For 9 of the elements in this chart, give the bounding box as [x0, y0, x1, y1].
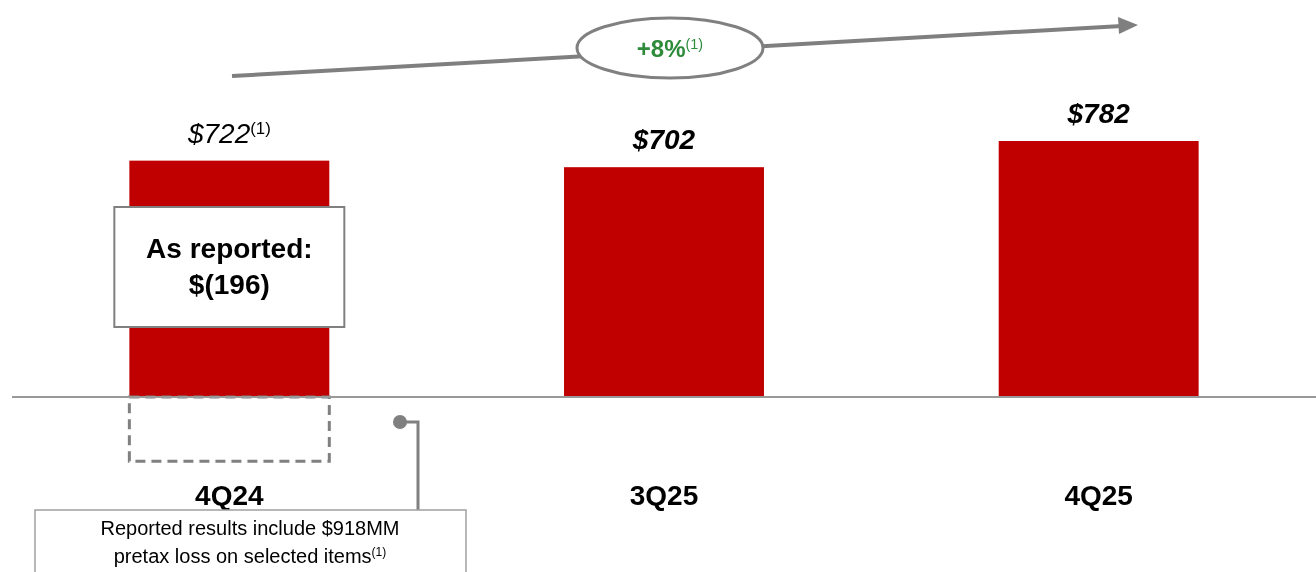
x-tick-label: 3Q25 — [629, 480, 699, 511]
x-tick-label: 4Q25 — [1064, 480, 1133, 511]
data-label: $782 — [1066, 98, 1131, 129]
data-label: $722$^{(1)}$ — [186, 117, 271, 149]
data-label: $702 — [631, 124, 696, 156]
annotation: As reported: $(196) — [146, 233, 313, 300]
text: Reported results include $918MM pretax loss on selected items$^{(1)}$ — [100, 517, 400, 567]
x-tick-label: 4Q24 — [195, 480, 265, 511]
text: +8%$^{(1)}$ — [636, 35, 704, 62]
